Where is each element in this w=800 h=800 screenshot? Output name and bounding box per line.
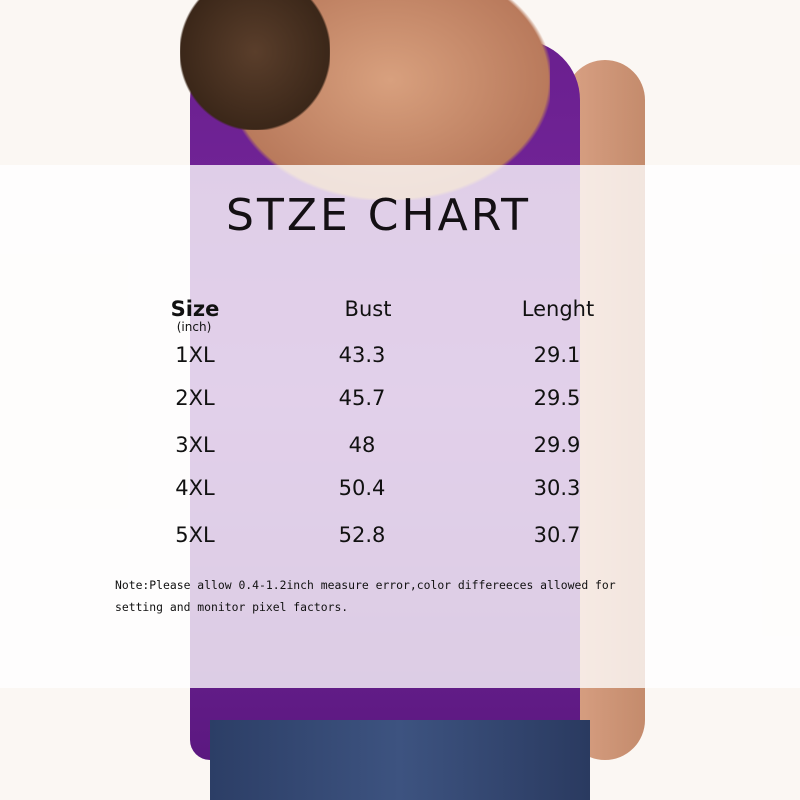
note: Note:Please allow 0.4-1.2inch measure er… bbox=[115, 574, 695, 618]
model-hair bbox=[180, 0, 330, 130]
chart-title: STZE CHART bbox=[226, 190, 531, 241]
note-line-1: Note:Please allow 0.4-1.2inch measure er… bbox=[115, 578, 616, 592]
row-2-length: 29.5 bbox=[533, 386, 581, 410]
row-1-bust: 43.3 bbox=[338, 343, 386, 367]
row-1-length: 29.1 bbox=[533, 343, 581, 367]
row-3-bust: 48 bbox=[348, 433, 376, 457]
header-bust: Bust bbox=[344, 297, 392, 321]
row-2-bust: 45.7 bbox=[338, 386, 386, 410]
header-length: Lenght bbox=[521, 297, 595, 321]
row-5-size: 5XL bbox=[175, 523, 215, 547]
header-size-unit: (inch) bbox=[176, 320, 212, 334]
row-4-size: 4XL bbox=[175, 476, 215, 500]
row-5-length: 30.7 bbox=[533, 523, 581, 547]
model-jeans bbox=[210, 720, 590, 800]
row-4-bust: 50.4 bbox=[338, 476, 386, 500]
row-2-size: 2XL bbox=[175, 386, 215, 410]
row-1-size: 1XL bbox=[175, 343, 215, 367]
row-3-length: 29.9 bbox=[533, 433, 581, 457]
header-size: Size bbox=[170, 297, 220, 321]
note-line-2: setting and monitor pixel factors. bbox=[115, 600, 349, 614]
row-3-size: 3XL bbox=[175, 433, 215, 457]
row-5-bust: 52.8 bbox=[338, 523, 386, 547]
size-chart-panel bbox=[0, 165, 800, 688]
row-4-length: 30.3 bbox=[533, 476, 581, 500]
